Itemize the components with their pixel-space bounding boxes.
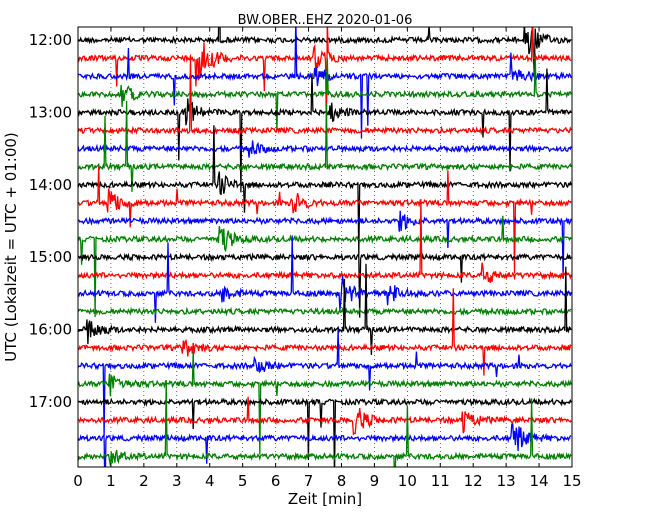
trace-line — [78, 252, 572, 318]
x-tick-label: 9 — [370, 472, 380, 490]
x-tick-label: 2 — [139, 472, 149, 490]
y-axis-label: UTC (Lokalzeit = UTC + 01:00) — [2, 132, 20, 362]
trace-line — [78, 235, 572, 323]
seismogram-traces — [78, 27, 572, 467]
x-tick-label: 15 — [562, 472, 581, 490]
y-tick-label: 14:00 — [29, 176, 72, 194]
grid-lines — [78, 27, 572, 467]
x-tick-label: 6 — [271, 472, 281, 490]
trace-line — [78, 100, 572, 192]
trace-line — [78, 215, 572, 318]
trace-line — [78, 351, 572, 455]
y-axis-ticks: 12:00 13:00 14:00 15:00 16:00 17:00 — [29, 31, 572, 411]
y-tick-label: 17:00 — [29, 393, 72, 411]
trace-line — [78, 396, 572, 436]
x-tick-label: 8 — [337, 472, 347, 490]
trace-line — [78, 329, 572, 437]
trace-line — [78, 380, 572, 467]
trace-line — [78, 422, 572, 467]
y-tick-label: 16:00 — [29, 321, 72, 339]
x-tick-label: 4 — [205, 472, 215, 490]
x-tick-label: 7 — [304, 472, 314, 490]
trace-line — [78, 140, 572, 158]
trace-line — [78, 55, 572, 136]
trace-line — [78, 396, 572, 467]
x-tick-label: 13 — [497, 472, 516, 490]
x-tick-label: 1 — [106, 472, 116, 490]
x-axis-label: Zeit [min] — [288, 490, 362, 508]
trace-line — [78, 306, 572, 317]
trace-line — [78, 288, 572, 376]
chart-title: BW.OBER..EHZ 2020-01-06 — [238, 13, 413, 28]
x-tick-label: 0 — [73, 472, 83, 490]
x-axis-ticks: 0 1 2 3 4 5 6 7 8 9 10 11 12 13 14 15 — [73, 27, 582, 490]
trace-line — [78, 53, 572, 132]
x-tick-label: 14 — [530, 472, 549, 490]
y-tick-label: 15:00 — [29, 248, 72, 266]
x-tick-label: 3 — [172, 472, 182, 490]
trace-line — [78, 68, 572, 193]
y-tick-label: 13:00 — [29, 103, 72, 121]
trace-line — [78, 27, 572, 75]
x-tick-label: 10 — [398, 472, 417, 490]
x-tick-label: 11 — [431, 472, 450, 490]
trace-line — [78, 125, 572, 256]
x-tick-label: 5 — [238, 472, 248, 490]
x-tick-label: 12 — [464, 472, 483, 490]
trace-line — [78, 263, 572, 355]
y-tick-label: 12:00 — [29, 31, 72, 49]
trace-line — [78, 199, 572, 283]
trace-line — [78, 27, 572, 139]
trace-line — [78, 210, 572, 279]
trace-line — [78, 166, 572, 274]
plot-frame — [77, 26, 573, 468]
trace-line — [78, 27, 572, 130]
